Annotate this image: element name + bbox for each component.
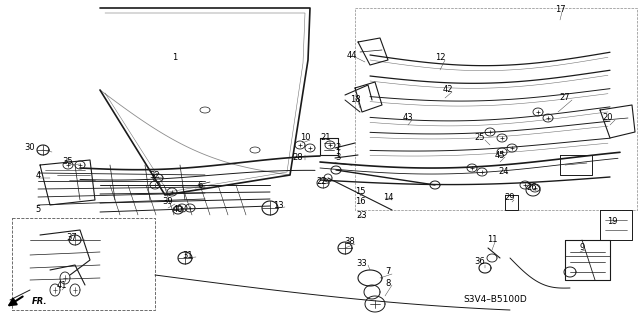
Text: 23: 23	[356, 211, 367, 220]
Text: 25: 25	[475, 133, 485, 143]
Text: 2: 2	[335, 144, 340, 152]
Text: 19: 19	[607, 218, 617, 226]
Text: 12: 12	[435, 54, 445, 63]
Text: 15: 15	[355, 188, 365, 197]
Text: 28: 28	[292, 153, 303, 162]
Text: 1: 1	[172, 54, 178, 63]
Text: 36: 36	[475, 257, 485, 266]
Text: 11: 11	[487, 235, 497, 244]
Text: 7: 7	[385, 268, 390, 277]
Text: 13: 13	[273, 201, 284, 210]
Text: 14: 14	[383, 194, 393, 203]
Text: 39: 39	[163, 197, 173, 206]
Text: 31: 31	[182, 250, 193, 259]
Text: 32: 32	[150, 170, 160, 180]
Text: 20: 20	[603, 114, 613, 122]
Text: 26: 26	[527, 183, 538, 192]
Text: 35: 35	[63, 158, 74, 167]
Text: 6: 6	[197, 181, 203, 189]
Text: 27: 27	[560, 93, 570, 102]
Text: 44: 44	[347, 50, 357, 60]
Text: 29: 29	[505, 194, 515, 203]
Text: 21: 21	[321, 133, 332, 143]
Text: 17: 17	[555, 5, 565, 14]
Text: 42: 42	[443, 85, 453, 94]
Text: 18: 18	[349, 95, 360, 105]
Text: 43: 43	[403, 114, 413, 122]
Text: 40: 40	[173, 205, 183, 214]
Text: 22: 22	[317, 177, 327, 187]
Text: 45: 45	[495, 151, 505, 160]
Text: 33: 33	[356, 258, 367, 268]
Text: 4: 4	[35, 172, 40, 181]
Text: 24: 24	[499, 167, 509, 176]
Text: 30: 30	[25, 144, 35, 152]
Text: 9: 9	[579, 243, 584, 253]
Text: 41: 41	[57, 280, 67, 290]
Text: FR.: FR.	[32, 298, 47, 307]
Text: 3: 3	[335, 153, 340, 162]
Text: 8: 8	[385, 278, 390, 287]
Text: 16: 16	[355, 197, 365, 205]
Text: 37: 37	[67, 234, 77, 242]
Text: 5: 5	[35, 205, 40, 214]
Text: 38: 38	[344, 238, 355, 247]
Text: 10: 10	[300, 133, 310, 143]
Text: S3V4–B5100D: S3V4–B5100D	[463, 295, 527, 305]
